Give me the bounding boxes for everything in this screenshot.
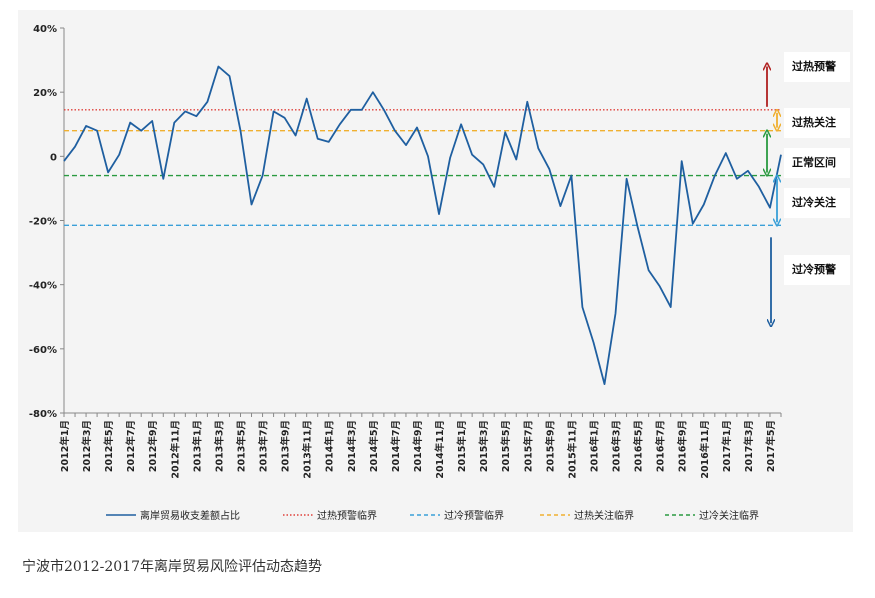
x-tick-label: 2017年3月 — [743, 420, 755, 472]
x-tick-label: 2012年1月 — [59, 420, 71, 472]
x-tick-label: 2013年3月 — [213, 420, 225, 472]
x-tick-label: 2016年11月 — [699, 420, 711, 479]
chart-panel — [18, 10, 853, 532]
y-tick-label: 40% — [33, 24, 57, 35]
y-tick-label: 0 — [50, 152, 57, 163]
y-tick-label: -60% — [29, 345, 57, 356]
legend-label: 过热关注临界 — [574, 509, 634, 522]
zone-label-overcool-warning: 过冷预警 — [784, 255, 850, 285]
x-tick-label: 2014年11月 — [434, 420, 446, 479]
x-tick-label: 2013年7月 — [258, 420, 270, 472]
y-tick-label: -20% — [29, 217, 57, 228]
x-tick-label: 2012年3月 — [81, 420, 93, 472]
x-tick-label: 2012年7月 — [125, 420, 137, 472]
x-tick-label: 2014年1月 — [324, 420, 336, 472]
x-tick-label: 2015年9月 — [544, 420, 556, 472]
x-tick-label: 2014年7月 — [390, 420, 402, 472]
x-tick-label: 2016年5月 — [633, 420, 645, 472]
legend-label: 过冷关注临界 — [699, 509, 759, 522]
x-tick-label: 2014年5月 — [368, 420, 380, 472]
x-tick-label: 2017年5月 — [765, 420, 777, 472]
series-line — [63, 65, 782, 386]
x-tick-label: 2013年11月 — [302, 420, 314, 479]
x-tick-label: 2013年5月 — [235, 420, 247, 472]
legend-label: 过冷预警临界 — [444, 509, 504, 522]
legend-label: 离岸贸易收支差额占比 — [140, 509, 240, 522]
x-tick-label: 2017年1月 — [721, 420, 733, 472]
x-tick-label: 2012年11月 — [169, 420, 181, 479]
chart-axes: 40% 20% 0 -20% -40% -60% -80%2012年1月 2012年3月 201… — [29, 24, 782, 479]
x-tick-label: 2012年9月 — [147, 420, 159, 472]
zone-label-overcool-attention: 过冷关注 — [784, 188, 850, 218]
zone-label-normal: 正常区间 — [784, 148, 850, 178]
series-group — [63, 65, 782, 386]
x-tick-label: 2015年5月 — [500, 420, 512, 472]
x-tick-label: 2016年3月 — [611, 420, 623, 472]
zone-label-overheat-attention: 过热关注 — [784, 108, 850, 138]
y-tick-label: -80% — [29, 409, 57, 420]
x-tick-label: 2015年1月 — [456, 420, 468, 472]
x-tick-label: 2016年7月 — [655, 420, 667, 472]
x-tick-label: 2015年7月 — [522, 420, 534, 472]
legend: 离岸贸易收支差额占比 过热预警临界 过冷预警临界 过热关注临界 过冷关注临界 — [106, 509, 759, 522]
y-tick-label: -40% — [29, 281, 57, 292]
x-tick-label: 2016年9月 — [677, 420, 689, 472]
threshold-lines — [64, 109, 781, 226]
y-tick-label: 20% — [33, 88, 57, 99]
x-tick-label: 2014年3月 — [346, 420, 358, 472]
legend-label: 过热预警临界 — [317, 509, 377, 522]
x-tick-label: 2012年5月 — [103, 420, 115, 472]
chart-caption: 宁波市2012-2017年离岸贸易风险评估动态趋势 — [22, 559, 322, 575]
x-tick-label: 2014年9月 — [412, 420, 424, 472]
x-tick-label: 2013年1月 — [191, 420, 203, 472]
zone-arrows — [767, 67, 777, 324]
x-tick-label: 2013年9月 — [280, 420, 292, 472]
zone-label-overheat-warning: 过热预警 — [784, 52, 850, 82]
x-tick-label: 2015年3月 — [478, 420, 490, 472]
x-tick-label: 2015年11月 — [566, 420, 578, 479]
x-tick-label: 2016年1月 — [588, 420, 600, 472]
